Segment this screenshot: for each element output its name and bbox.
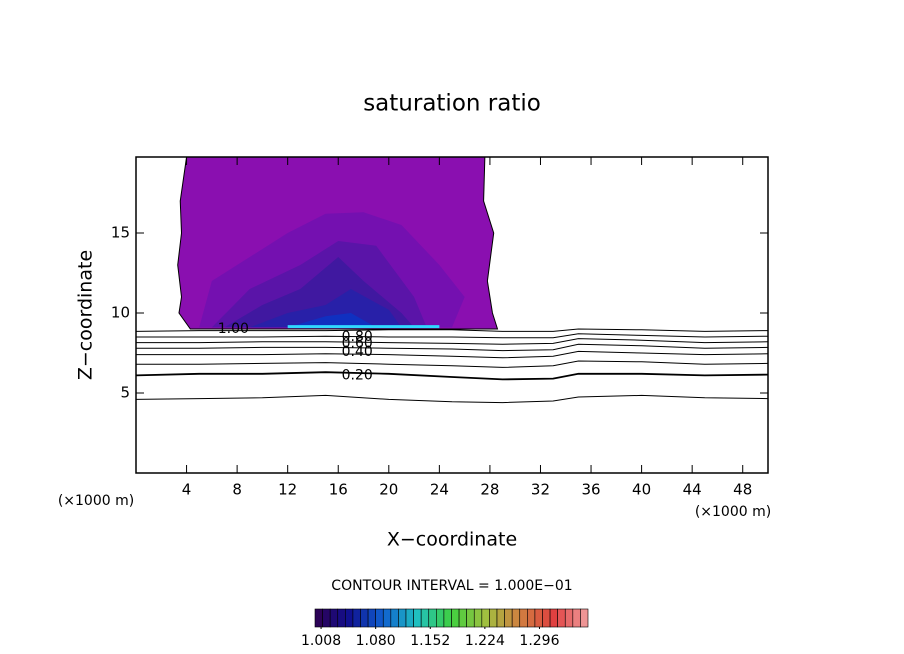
colorbar-stripe [337, 608, 346, 628]
colorbar-stripe [367, 608, 376, 628]
colorbar-stripe [496, 608, 505, 628]
x-axis-label: X−coordinate [387, 529, 517, 551]
colorbar-stripe [345, 608, 354, 628]
colorbar-stripe [405, 608, 414, 628]
y-axis-label: Z−coordinate [75, 250, 97, 380]
colorbar-stripe [473, 608, 483, 628]
colorbar-stripe [436, 608, 445, 628]
colorbar-stripe [360, 608, 369, 628]
colorbar-stripe [549, 608, 558, 628]
colorbar-stripe [466, 608, 475, 628]
x-unit-label: (×1000 m) [695, 504, 771, 520]
filled-region [249, 289, 402, 328]
colorbar-stripe [390, 608, 399, 628]
colorbar-stripe [314, 608, 323, 628]
colorbar-stripe [527, 608, 536, 628]
colorbar-label: 1.008 [301, 633, 341, 649]
colorbar-label: 1.080 [356, 633, 396, 649]
y-tick-label: 5 [120, 384, 130, 402]
x-tick-label: 32 [531, 481, 550, 499]
colorbar-stripe [458, 608, 467, 628]
x-tick-label: 40 [632, 481, 651, 499]
colorbar-stripe [451, 608, 460, 628]
contour-line [136, 350, 769, 359]
colorbar-stripe [534, 608, 543, 628]
contour-line [136, 360, 769, 368]
colorbar-stripe [322, 608, 331, 628]
x-tick-label: 24 [430, 481, 449, 499]
y-tick-label: 15 [111, 224, 130, 242]
colorbar-label: 1.296 [519, 633, 559, 649]
contour-line [135, 328, 769, 332]
colorbar-stripe [489, 608, 498, 628]
contour-label: 1.00 [218, 321, 249, 337]
colorbar-label: 1.152 [410, 633, 450, 649]
x-tick-label: 28 [480, 481, 499, 499]
contour-line [136, 343, 769, 352]
colorbar-stripe [375, 608, 384, 628]
colorbar-stripe [352, 608, 361, 628]
colorbar-stripe [542, 608, 551, 628]
x-tick-label: 16 [329, 481, 348, 499]
y-tick-label: 10 [111, 304, 130, 322]
colorbar-label: 1.224 [465, 633, 505, 649]
colorbar-stripe [329, 608, 339, 628]
x-tick-label: 48 [733, 481, 752, 499]
colorbar-stripe [481, 608, 490, 628]
contour-line [136, 338, 769, 345]
colorbar-stripe [504, 608, 513, 628]
colorbar-stripe [413, 608, 422, 628]
x-tick-label: 36 [581, 481, 600, 499]
x-tick-label: 44 [683, 481, 702, 499]
x-tick-label: 12 [278, 481, 297, 499]
plot-frame [135, 156, 769, 474]
contour-label: 0.40 [342, 344, 373, 360]
contour-label: 0.60 [342, 335, 373, 351]
colorbar-stripe [572, 608, 581, 628]
contour-line [135, 394, 769, 404]
colorbar-stripe [428, 608, 437, 628]
colorbar-stripe [564, 608, 574, 628]
x-unit-label: (×1000 m) [58, 493, 134, 509]
chart-title: saturation ratio [363, 91, 541, 117]
x-tick-label: 20 [379, 481, 398, 499]
filled-region [287, 313, 377, 328]
colorbar-stripe [398, 608, 407, 628]
colorbar-stripe [443, 608, 452, 628]
contour-label: 0.20 [342, 367, 373, 383]
colorbar-stripe [557, 608, 566, 628]
contour-line [135, 371, 769, 381]
colorbar-stripe [580, 608, 589, 628]
contour-line [136, 333, 769, 339]
colorbar-stripe [382, 608, 392, 628]
x-tick-label: 4 [182, 481, 192, 499]
contour-label: 0.80 [342, 329, 373, 345]
colorbar-stripe [519, 608, 528, 628]
colorbar-stripe [511, 608, 521, 628]
colorbar-stripe [420, 608, 430, 628]
contour-interval: CONTOUR INTERVAL = 1.000E−01 [331, 578, 572, 594]
x-tick-label: 8 [232, 481, 242, 499]
